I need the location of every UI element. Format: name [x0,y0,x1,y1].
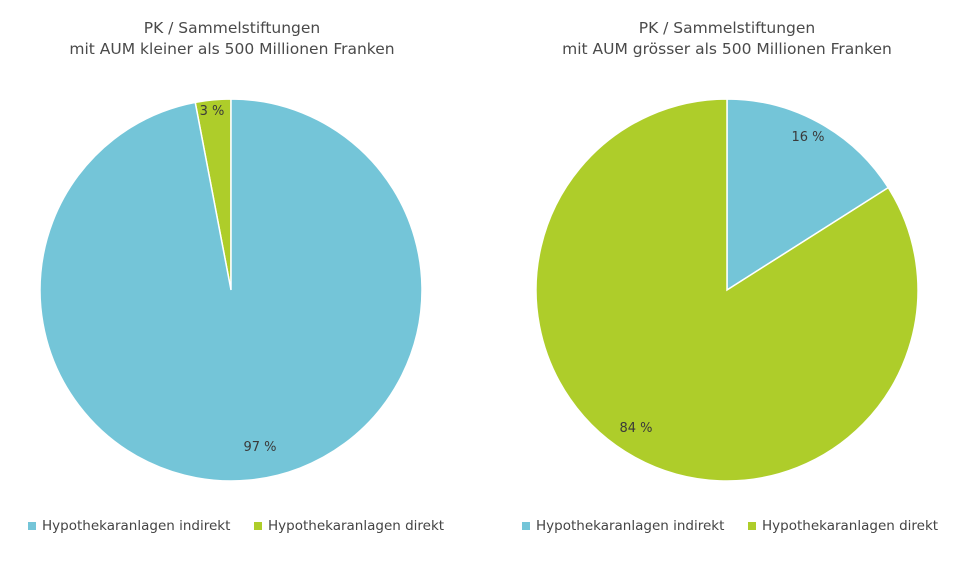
legend: Hypothekaranlagen indirekt Hypothekaranla… [28,518,444,534]
chart-title-line-2: mit AUM grösser als 500 Millionen Franke… [562,40,892,58]
pie-chart-small-aum: PK / Sammelstiftungen mit AUM kleiner al… [28,19,444,534]
legend: Hypothekaranlagen indirekt Hypothekaranla… [522,518,938,534]
pie-slice [39,98,423,482]
legend-label: Hypothekaranlagen indirekt [42,518,230,534]
slice-value-label: 16 % [791,130,824,145]
legend-swatch [254,522,262,530]
slice-value-label: 3 % [200,104,225,119]
slice-value-label: 84 % [619,421,652,436]
legend-swatch [522,522,530,530]
pie-labels: 16 % 84 % [619,130,824,436]
pie-slice [726,98,890,292]
pie-slices [39,98,423,482]
pie-chart-large-aum: PK / Sammelstiftungen mit AUM grösser al… [522,19,938,534]
pie-slice [535,98,919,482]
legend-swatch [748,522,756,530]
chart-title-line-1: PK / Sammelstiftungen [144,19,321,37]
legend-label: Hypothekaranlagen direkt [762,518,938,534]
legend-swatch [28,522,36,530]
pie-labels: 3 % 97 % [200,104,277,455]
slice-value-label: 97 % [243,440,276,455]
chart-title-line-1: PK / Sammelstiftungen [639,19,816,37]
legend-label: Hypothekaranlagen direkt [268,518,444,534]
legend-label: Hypothekaranlagen indirekt [536,518,724,534]
chart-title-line-2: mit AUM kleiner als 500 Millionen Franke… [69,40,394,58]
pie-slices [535,98,919,482]
